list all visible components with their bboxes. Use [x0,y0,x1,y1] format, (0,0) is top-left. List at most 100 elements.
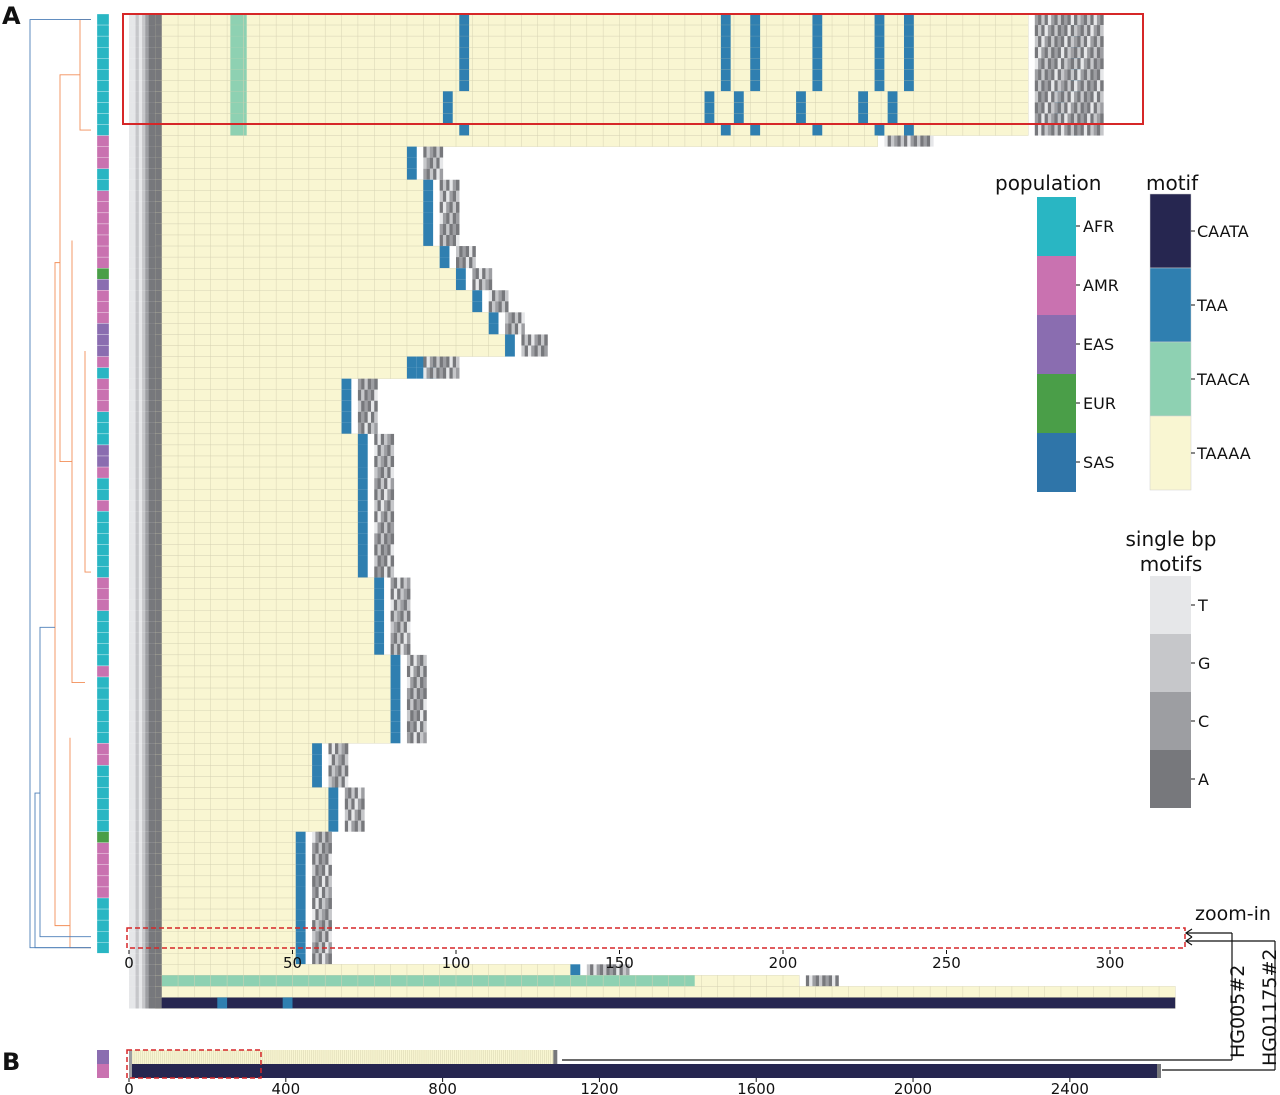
population-cell [96,190,110,203]
population-cell [96,765,110,777]
heatmap-row [129,411,378,423]
tail-cell [384,511,388,523]
single-bp-cell [145,997,149,1009]
single-bp-cell [135,975,140,987]
tail-cell [501,290,506,302]
tail-cell [328,920,332,932]
single-bp-cell [135,688,140,700]
tail-cell [1157,1064,1161,1078]
single-bp-cell [151,400,156,412]
single-bp-cell [138,997,143,1009]
tail-cell [1077,25,1081,37]
tail-cell [456,356,460,368]
taa-cell [374,588,385,600]
single-bp-cell [132,290,136,302]
tail-cell [1070,113,1075,125]
population-cell [96,256,110,269]
population-cell [96,245,110,258]
single-bp-cell [155,588,162,600]
tail-cell [1093,113,1098,125]
tail-cell [439,146,444,158]
taa-cell [720,36,731,48]
taa-cell [796,91,806,103]
repeat-run [155,555,359,567]
tail-cell [1096,102,1101,114]
population-cell [96,776,110,788]
tail-cell [423,168,427,180]
repeat-run [155,190,424,203]
single-bp-cell [129,588,133,600]
tail-cell [446,367,450,379]
repeat-run [155,986,1176,998]
repeat-run [155,809,329,821]
single-bp-cell [129,975,133,987]
single-bp-cell [151,898,156,910]
single-bp-cell [142,699,146,711]
single-bp-cell [135,268,140,280]
single-bp-cell [148,544,153,556]
taaca-block [230,25,247,37]
taa-cell [812,80,823,92]
single-bp-cell [151,378,156,390]
tail-cell [380,544,385,556]
single-bp-cell [132,555,136,567]
single-bp-cell [129,323,133,335]
tail-cell [377,533,381,545]
population-cell [96,687,110,700]
single-bp-cell [132,953,136,965]
repeat-run [155,511,359,523]
tail-cell [429,367,434,379]
tail-cell [331,754,336,766]
population-cell [96,721,110,733]
population-cell [96,455,110,468]
single-bp-cell [132,886,136,898]
single-bp-cell [151,25,156,37]
tail-cell [465,257,470,269]
tail-cell [400,621,404,633]
single-bp-cell [142,920,146,932]
single-bp-cell [132,268,136,280]
taa-cell [459,25,470,37]
single-bp-cell [132,433,136,445]
tail-cell [1047,80,1052,92]
single-bp-cell [135,500,140,512]
tail-cell [423,157,427,169]
tail-cell [1087,69,1091,81]
single-bp-cell [129,710,133,722]
taa-cell [874,25,885,37]
population-cell [96,124,110,136]
single-bp-cell [138,820,143,832]
single-bp-cell [148,422,153,434]
single-bp-cell [148,898,153,910]
tail-cell [390,444,395,456]
tail-cell [518,323,522,335]
single-bp-cell [142,411,146,423]
tail-cell [1038,58,1042,70]
population-cell [96,290,110,302]
tail-cell [393,577,398,589]
single-bp-cell [142,146,146,158]
tail-cell [416,654,421,666]
tail-cell [403,610,408,622]
single-bp-cell [148,190,153,202]
dendrogram-branch [71,240,85,683]
tail-cell [413,665,417,677]
tail-cell [1083,124,1088,136]
single-bp-cell [155,699,162,711]
taa-cell [459,69,470,81]
repeat-run [155,367,408,379]
repeat-run [155,654,391,667]
repeat-run [155,477,359,490]
tail-cell [1100,58,1104,70]
single-bp-cell [135,235,140,247]
tail-cell [910,135,914,147]
tail-cell [344,798,349,810]
single-bp-cell [145,25,149,37]
single-bp-cell [142,588,146,600]
single-bp-cell [132,721,136,733]
repeat-run [155,765,313,777]
taa-cell [328,809,339,821]
single-bp-cell [148,776,153,788]
tail-cell [361,400,365,412]
